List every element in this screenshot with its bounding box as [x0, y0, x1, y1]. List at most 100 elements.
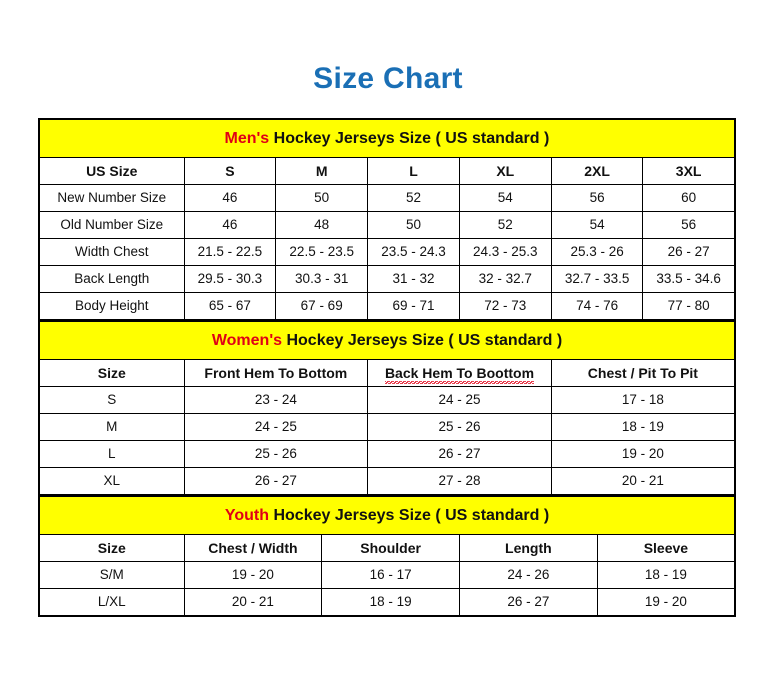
page-title: Size Chart	[313, 62, 463, 95]
youth-header-cell-4: Sleeve	[596, 534, 736, 562]
youth-row-0-cell-4: 18 - 19	[596, 561, 736, 589]
womens-header-cell-1: Front Hem To Bottom	[183, 359, 369, 387]
mens-row-0-cell-3: 52	[367, 184, 460, 212]
mens-row-2-cell-3: 23.5 - 24.3	[367, 238, 460, 266]
womens-row-0-size: S	[38, 386, 185, 414]
mens-row-4-cell-2: 67 - 69	[275, 292, 369, 320]
mens-row-1-cell-1: 46	[183, 211, 277, 239]
table-row: Body Height 65 - 67 67 - 69 69 - 71 72 -…	[38, 292, 736, 320]
womens-row-1-cell-2: 25 - 26	[367, 413, 552, 441]
youth-header-row: Size Chest / Width Shoulder Length Sleev…	[38, 534, 736, 562]
womens-band-cell: Women's Hockey Jerseys Size ( US standar…	[39, 320, 735, 360]
womens-row-2-cell-1: 25 - 26	[183, 440, 369, 468]
mens-row-4-label: Body Height	[38, 292, 185, 320]
table-row: New Number Size 46 50 52 54 56 60	[38, 184, 736, 212]
youth-row-1-cell-2: 18 - 19	[321, 588, 460, 617]
mens-header-cell-2: M	[275, 157, 369, 185]
mens-row-3-cell-4: 32 - 32.7	[458, 265, 552, 293]
youth-row-1-cell-4: 19 - 20	[596, 588, 736, 617]
womens-row-3-cell-3: 20 - 21	[550, 467, 736, 495]
mens-row-4-cell-6: 77 - 80	[642, 292, 736, 320]
table-row: L/XL 20 - 21 18 - 19 26 - 27 19 - 20	[38, 588, 736, 617]
mens-row-0-label: New Number Size	[38, 184, 185, 212]
youth-header-cell-2: Shoulder	[321, 534, 460, 562]
womens-row-0-cell-3: 17 - 18	[550, 386, 736, 414]
mens-band-accent: Men's	[224, 130, 270, 147]
youth-row-1-cell-3: 26 - 27	[459, 588, 598, 617]
youth-row-0-cell-3: 24 - 26	[459, 561, 598, 589]
mens-header-cell-1: S	[183, 157, 277, 185]
womens-row-1-size: M	[38, 413, 185, 441]
womens-row-1-cell-3: 18 - 19	[550, 413, 736, 441]
womens-section-band: Women's Hockey Jerseys Size ( US standar…	[39, 320, 735, 360]
youth-row-0-cell-1: 19 - 20	[183, 561, 323, 589]
mens-section-band: Men's Hockey Jerseys Size ( US standard …	[39, 118, 735, 158]
mens-row-1-cell-6: 56	[642, 211, 736, 239]
table-row: L 25 - 26 26 - 27 19 - 20	[38, 440, 736, 468]
table-row: Width Chest 21.5 - 22.5 22.5 - 23.5 23.5…	[38, 238, 736, 266]
womens-band-rest: Hockey Jerseys Size ( US standard )	[282, 332, 563, 349]
table-row: Old Number Size 46 48 50 52 54 56	[38, 211, 736, 239]
womens-row-1-cell-1: 24 - 25	[183, 413, 369, 441]
mens-row-3-cell-6: 33.5 - 34.6	[642, 265, 736, 293]
mens-band-rest: Hockey Jerseys Size ( US standard )	[269, 130, 550, 147]
mens-row-2-cell-5: 25.3 - 26	[550, 238, 644, 266]
youth-header-cell-1: Chest / Width	[183, 534, 323, 562]
womens-header-row: Size Front Hem To Bottom Back Hem To Boo…	[38, 359, 736, 387]
mens-row-1-cell-4: 52	[458, 211, 552, 239]
womens-size-table: Women's Hockey Jerseys Size ( US standar…	[38, 320, 736, 495]
womens-header-cell-2-text: Back Hem To Boottom	[384, 361, 535, 386]
youth-section-band: Youth Hockey Jerseys Size ( US standard …	[39, 495, 736, 535]
mens-row-1-label: Old Number Size	[38, 211, 185, 239]
womens-header-cell-2: Back Hem To Boottom	[367, 359, 552, 387]
mens-row-3-cell-5: 32.7 - 33.5	[550, 265, 644, 293]
mens-row-1-cell-3: 50	[367, 211, 460, 239]
table-row: S 23 - 24 24 - 25 17 - 18	[38, 386, 736, 414]
mens-row-2-cell-6: 26 - 27	[642, 238, 736, 266]
mens-row-1-cell-2: 48	[275, 211, 369, 239]
mens-row-0-cell-6: 60	[642, 184, 736, 212]
mens-row-3-label: Back Length	[38, 265, 185, 293]
mens-row-0-cell-4: 54	[458, 184, 552, 212]
table-row: XL 26 - 27 27 - 28 20 - 21	[38, 467, 736, 495]
table-row: M 24 - 25 25 - 26 18 - 19	[38, 413, 736, 441]
youth-band-rest: Hockey Jerseys Size ( US standard )	[269, 507, 550, 524]
mens-row-4-cell-4: 72 - 73	[458, 292, 552, 320]
mens-row-0-cell-2: 50	[275, 184, 369, 212]
mens-row-3-cell-3: 31 - 32	[367, 265, 460, 293]
table-row: Back Length 29.5 - 30.3 30.3 - 31 31 - 3…	[38, 265, 736, 293]
youth-header-cell-3: Length	[459, 534, 598, 562]
womens-row-3-size: XL	[38, 467, 185, 495]
womens-row-2-size: L	[38, 440, 185, 468]
youth-row-1-cell-1: 20 - 21	[183, 588, 323, 617]
mens-row-3-cell-2: 30.3 - 31	[275, 265, 369, 293]
womens-band-accent: Women's	[211, 332, 283, 349]
mens-row-2-cell-2: 22.5 - 23.5	[275, 238, 369, 266]
mens-size-table: Men's Hockey Jerseys Size ( US standard …	[38, 118, 736, 320]
size-tables-container: Men's Hockey Jerseys Size ( US standard …	[38, 118, 737, 617]
mens-band-cell: Men's Hockey Jerseys Size ( US standard …	[39, 118, 735, 158]
mens-row-4-cell-5: 74 - 76	[550, 292, 644, 320]
mens-header-row: US Size S M L XL 2XL 3XL	[38, 157, 736, 185]
mens-header-cell-0: US Size	[38, 157, 185, 185]
womens-header-cell-3: Chest / Pit To Pit	[550, 359, 736, 387]
youth-size-table: Youth Hockey Jerseys Size ( US standard …	[38, 495, 737, 617]
womens-row-3-cell-2: 27 - 28	[367, 467, 552, 495]
mens-row-0-cell-5: 56	[550, 184, 644, 212]
table-row: S/M 19 - 20 16 - 17 24 - 26 18 - 19	[38, 561, 736, 589]
mens-row-4-cell-1: 65 - 67	[183, 292, 277, 320]
mens-row-2-cell-1: 21.5 - 22.5	[183, 238, 277, 266]
mens-header-cell-5: 2XL	[550, 157, 644, 185]
mens-row-1-cell-5: 54	[550, 211, 644, 239]
youth-row-0-cell-2: 16 - 17	[321, 561, 460, 589]
mens-row-2-cell-4: 24.3 - 25.3	[458, 238, 552, 266]
youth-row-1-size: L/XL	[38, 588, 185, 617]
womens-row-0-cell-1: 23 - 24	[183, 386, 369, 414]
mens-row-0-cell-1: 46	[183, 184, 277, 212]
mens-row-2-label: Width Chest	[38, 238, 185, 266]
womens-header-cell-0: Size	[38, 359, 185, 387]
mens-header-cell-4: XL	[458, 157, 552, 185]
womens-row-0-cell-2: 24 - 25	[367, 386, 552, 414]
mens-header-cell-6: 3XL	[642, 157, 736, 185]
